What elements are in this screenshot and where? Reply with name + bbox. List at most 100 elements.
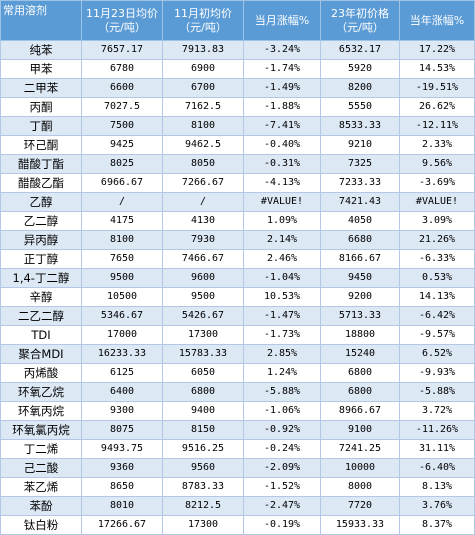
nov-early-price-cell: 4130 (162, 211, 244, 231)
table-row: 正丁醇 7650 7466.67 2.46% 8166.67 -6.33% (0, 249, 475, 269)
month-change-cell: -3.24% (243, 40, 321, 60)
year-change-cell: 3.09% (399, 211, 475, 231)
nov-early-price-cell: 9600 (162, 268, 244, 288)
table-row: 异丙醇 8100 7930 2.14% 6680 21.26% (0, 230, 475, 250)
table-row: 钛白粉 17266.67 17300 -0.19% 15933.33 8.37% (0, 515, 475, 535)
year-change-cell: -12.11% (399, 116, 475, 136)
nov-early-price-cell: 9500 (162, 287, 244, 307)
nov23-price-cell: 6780 (81, 59, 163, 79)
year-start-price-cell: 5920 (320, 59, 400, 79)
year-start-price-cell: 6680 (320, 230, 400, 250)
nov-early-price-cell: 6800 (162, 382, 244, 402)
year-change-cell: 3.72% (399, 401, 475, 421)
table-row: 甲苯 6780 6900 -1.74% 5920 14.53% (0, 59, 475, 79)
year-start-price-cell: 7325 (320, 154, 400, 174)
year-change-cell: -6.40% (399, 458, 475, 478)
year-change-cell: 26.62% (399, 97, 475, 117)
nov-early-price-cell: 9560 (162, 458, 244, 478)
nov23-price-cell: 8025 (81, 154, 163, 174)
header-row: 常用溶剂 11月23日均价（元/吨） 11月初均价（元/吨） 当月涨幅% 23年… (0, 0, 475, 41)
nov23-price-cell: 9493.75 (81, 439, 163, 459)
year-start-price-cell: 6532.17 (320, 40, 400, 60)
year-change-cell: 3.76% (399, 496, 475, 516)
table-row: 丁酮 7500 8100 -7.41% 8533.33 -12.11% (0, 116, 475, 136)
year-start-price-cell: 6800 (320, 382, 400, 402)
table-row: 二甲苯 6600 6700 -1.49% 8200 -19.51% (0, 78, 475, 98)
nov23-price-cell: 4175 (81, 211, 163, 231)
month-change-cell: 1.24% (243, 363, 321, 383)
nov23-price-cell: 6600 (81, 78, 163, 98)
year-start-price-cell: 9100 (320, 420, 400, 440)
product-name-cell: 乙二醇 (0, 211, 82, 231)
product-name-cell: 丙酮 (0, 97, 82, 117)
nov-early-price-cell: 8100 (162, 116, 244, 136)
year-start-price-cell: 4050 (320, 211, 400, 231)
header-month-change: 当月涨幅% (243, 0, 321, 41)
month-change-cell: 2.85% (243, 344, 321, 364)
year-start-price-cell: 9200 (320, 287, 400, 307)
product-name-cell: TDI (0, 325, 82, 345)
nov-early-price-cell: 9462.5 (162, 135, 244, 155)
year-change-cell: 0.53% (399, 268, 475, 288)
nov-early-price-cell: 8212.5 (162, 496, 244, 516)
year-change-cell: -11.26% (399, 420, 475, 440)
nov23-price-cell: / (81, 192, 163, 212)
nov23-price-cell: 8100 (81, 230, 163, 250)
table-row: 聚合MDI 16233.33 15783.33 2.85% 15240 6.52% (0, 344, 475, 364)
nov23-price-cell: 6125 (81, 363, 163, 383)
month-change-cell: 2.14% (243, 230, 321, 250)
product-name-cell: 二乙二醇 (0, 306, 82, 326)
product-name-cell: 异丙醇 (0, 230, 82, 250)
month-change-cell: 1.09% (243, 211, 321, 231)
month-change-cell: -0.92% (243, 420, 321, 440)
month-change-cell: #VALUE! (243, 192, 321, 212)
year-change-cell: 21.26% (399, 230, 475, 250)
year-start-price-cell: 5550 (320, 97, 400, 117)
table-row: 己二酸 9360 9560 -2.09% 10000 -6.40% (0, 458, 475, 478)
month-change-cell: -1.74% (243, 59, 321, 79)
product-name-cell: 己二酸 (0, 458, 82, 478)
nov-early-price-cell: 8150 (162, 420, 244, 440)
year-change-cell: -3.69% (399, 173, 475, 193)
product-name-cell: 环氧氯丙烷 (0, 420, 82, 440)
month-change-cell: 10.53% (243, 287, 321, 307)
nov23-price-cell: 16233.33 (81, 344, 163, 364)
month-change-cell: -0.40% (243, 135, 321, 155)
month-change-cell: -1.47% (243, 306, 321, 326)
table-row: 苯乙烯 8650 8783.33 -1.52% 8000 8.13% (0, 477, 475, 497)
year-change-cell: -9.93% (399, 363, 475, 383)
product-name-cell: 苯乙烯 (0, 477, 82, 497)
year-change-cell: 2.33% (399, 135, 475, 155)
month-change-cell: -4.13% (243, 173, 321, 193)
product-name-cell: 纯苯 (0, 40, 82, 60)
year-change-cell: 8.13% (399, 477, 475, 497)
month-change-cell: -2.09% (243, 458, 321, 478)
month-change-cell: -1.88% (243, 97, 321, 117)
year-start-price-cell: 9450 (320, 268, 400, 288)
nov-early-price-cell: 8050 (162, 154, 244, 174)
year-start-price-cell: 9210 (320, 135, 400, 155)
year-change-cell: -9.57% (399, 325, 475, 345)
year-start-price-cell: 5713.33 (320, 306, 400, 326)
product-name-cell: 环氧乙烷 (0, 382, 82, 402)
product-name-cell: 乙醇 (0, 192, 82, 212)
month-change-cell: -0.31% (243, 154, 321, 174)
year-start-price-cell: 7720 (320, 496, 400, 516)
year-start-price-cell: 7233.33 (320, 173, 400, 193)
table-row: 1,4-丁二醇 9500 9600 -1.04% 9450 0.53% (0, 268, 475, 288)
year-start-price-cell: 10000 (320, 458, 400, 478)
header-nov23-avg: 11月23日均价（元/吨） (81, 0, 163, 41)
nov-early-price-cell: 17300 (162, 515, 244, 535)
year-change-cell: -19.51% (399, 78, 475, 98)
nov-early-price-cell: 6900 (162, 59, 244, 79)
nov23-price-cell: 6400 (81, 382, 163, 402)
year-change-cell: -6.42% (399, 306, 475, 326)
header-year-start-price: 23年初价格（元/吨） (320, 0, 400, 41)
product-name-cell: 环氧丙烷 (0, 401, 82, 421)
nov23-price-cell: 7657.17 (81, 40, 163, 60)
month-change-cell: -1.49% (243, 78, 321, 98)
nov23-price-cell: 8075 (81, 420, 163, 440)
table-body: 纯苯 7657.17 7913.83 -3.24% 6532.17 17.22% 甲苯 678… (0, 40, 475, 535)
table-row: 乙二醇 4175 4130 1.09% 4050 3.09% (0, 211, 475, 231)
